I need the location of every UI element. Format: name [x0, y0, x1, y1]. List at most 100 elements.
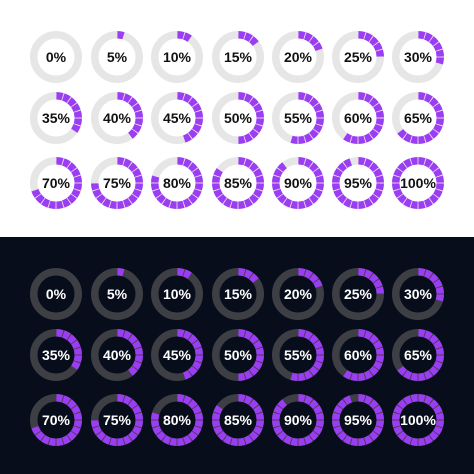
progress-ring-segment — [253, 103, 263, 112]
progress-ring-segment — [238, 31, 246, 40]
progress-ring-segment — [375, 347, 384, 355]
dark-progress-grid: 0% 5% 10% 15% 20% 25% 30% 35% 40% 45% 50% 55% 60% 65%… — [0, 237, 474, 474]
progress-ring-segment — [71, 426, 81, 435]
progress-ring-segment — [183, 370, 192, 380]
progress-ring-segment — [213, 168, 223, 177]
progress-ring-85: 85% — [212, 394, 264, 446]
progress-ring-segment — [238, 268, 246, 277]
progress-percent-label: 0% — [46, 49, 67, 65]
progress-ring-segment — [117, 329, 125, 338]
progress-ring-segment — [194, 420, 203, 428]
progress-ring-segment — [212, 420, 221, 428]
progress-percent-label: 70% — [42, 412, 71, 428]
progress-ring-segment — [244, 133, 253, 143]
progress-ring-segment — [238, 200, 246, 209]
dark-theme-panel: 0% 5% 10% 15% 20% 25% 30% 35% 40% 45% 50% 55% 60% 65%… — [0, 237, 474, 474]
progress-ring-0: 0% — [30, 268, 82, 320]
progress-ring-segment — [213, 426, 223, 435]
progress-ring-segment — [397, 399, 407, 409]
progress-ring-segment — [249, 194, 259, 204]
progress-ring-25: 25% — [332, 31, 384, 83]
progress-ring-segment — [375, 286, 384, 294]
progress-ring-segment — [67, 431, 77, 441]
progress-ring-segment — [213, 189, 223, 198]
progress-ring-segment — [56, 329, 64, 338]
progress-ring-segment — [134, 110, 143, 118]
progress-ring-segment — [429, 366, 439, 376]
progress-ring-segment — [117, 200, 125, 209]
progress-ring-10: 10% — [151, 268, 203, 320]
progress-ring-segment — [424, 93, 433, 103]
progress-ring-segment — [369, 399, 379, 409]
progress-ring-segment — [358, 92, 366, 101]
progress-ring-segment — [397, 366, 407, 376]
progress-ring-10: 10% — [151, 31, 203, 83]
progress-ring-segment — [217, 431, 227, 441]
progress-ring-segment — [313, 103, 323, 112]
progress-ring-segment — [418, 268, 426, 277]
progress-percent-label: 95% — [344, 175, 373, 191]
progress-ring-65: 65% — [392, 329, 444, 381]
progress-ring-segment — [358, 31, 366, 40]
progress-ring-segment — [238, 135, 246, 144]
progress-ring-track — [151, 31, 203, 83]
progress-ring-segment — [290, 200, 298, 209]
progress-ring-segment — [177, 157, 185, 166]
progress-ring-track — [91, 329, 143, 381]
progress-ring-70: 70% — [30, 394, 82, 446]
progress-ring-segment — [255, 110, 264, 118]
progress-ring-segment — [62, 198, 71, 208]
progress-percent-label: 40% — [103, 110, 132, 126]
progress-ring-segment — [67, 334, 77, 344]
progress-ring-segment — [62, 395, 71, 405]
progress-ring-segment — [332, 420, 341, 428]
progress-ring-segment — [304, 93, 313, 103]
progress-ring-segment — [393, 168, 403, 177]
progress-ring-segment — [309, 162, 319, 172]
progress-ring-segment — [255, 118, 264, 126]
progress-ring-75: 75% — [91, 157, 143, 209]
progress-ring-segment — [62, 158, 71, 168]
progress-ring-segment — [364, 198, 373, 208]
progress-ring-segment — [433, 426, 443, 435]
progress-ring-track — [332, 329, 384, 381]
progress-ring-segment — [151, 420, 160, 428]
progress-ring-segment — [67, 194, 77, 204]
progress-ring-segment — [213, 405, 223, 414]
progress-ring-segment — [424, 330, 433, 340]
progress-ring-segment — [410, 394, 418, 403]
progress-ring-segment — [373, 168, 383, 177]
progress-ring-segment — [332, 412, 341, 420]
progress-percent-label: 75% — [103, 412, 132, 428]
progress-ring-segment — [67, 162, 77, 172]
progress-ring-segment — [429, 36, 439, 46]
progress-ring-segment — [132, 168, 142, 177]
progress-ring-segment — [393, 405, 403, 414]
progress-ring-segment — [123, 158, 132, 168]
progress-ring-segment — [35, 431, 45, 441]
progress-ring-segment — [309, 431, 319, 441]
progress-ring-track — [332, 394, 384, 446]
progress-ring-segment — [433, 340, 443, 349]
progress-ring-segment — [364, 370, 373, 380]
progress-ring-55: 55% — [272, 329, 324, 381]
progress-percent-label: 5% — [107, 49, 128, 65]
progress-ring-segment — [128, 366, 138, 376]
progress-ring-segment — [134, 175, 143, 183]
progress-ring-segment — [192, 189, 202, 198]
progress-ring-segment — [435, 286, 444, 294]
progress-ring-segment — [128, 129, 138, 139]
progress-ring-segment — [162, 198, 171, 208]
progress-percent-label: 10% — [163, 49, 192, 65]
progress-ring-segment — [313, 405, 323, 414]
progress-ring-segment — [433, 42, 443, 51]
progress-ring-segment — [298, 157, 306, 166]
progress-ring-segment — [253, 340, 263, 349]
progress-ring-segment — [283, 435, 292, 445]
progress-ring-segment — [132, 361, 142, 370]
progress-ring-segment — [315, 347, 324, 355]
progress-ring-segment — [435, 294, 444, 302]
progress-ring-segment — [433, 103, 443, 112]
progress-percent-label: 25% — [344, 286, 373, 302]
progress-percent-label: 20% — [284, 49, 313, 65]
